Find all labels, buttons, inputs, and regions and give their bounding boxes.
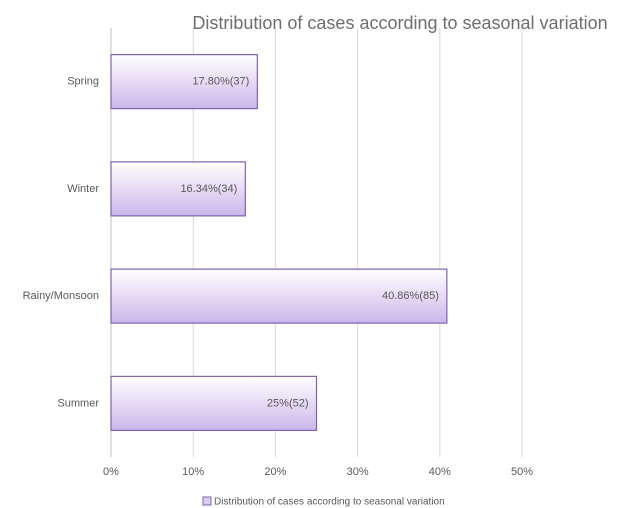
bar (110, 268, 448, 324)
bar (110, 161, 246, 217)
x-tick-label: 0% (103, 466, 119, 478)
bar (110, 54, 258, 110)
y-tick-label: Rainy/Monsoon (23, 290, 99, 302)
x-tick-label: 10% (182, 466, 204, 478)
legend-swatch (202, 496, 212, 506)
value-label: 16.34%(34) (180, 183, 237, 195)
y-tick-label: Spring (67, 76, 99, 88)
bar (110, 375, 318, 431)
y-tick-label: Winter (67, 183, 99, 195)
legend-label: Distribution of cases according to seaso… (214, 497, 445, 508)
value-label: 17.80%(37) (192, 76, 249, 88)
value-label: 40.86%(85) (382, 290, 439, 302)
chart-title: Distribution of cases according to seaso… (192, 13, 607, 33)
x-tick-label: 20% (264, 466, 286, 478)
x-tick-label: 50% (511, 466, 533, 478)
y-tick-label: Summer (57, 397, 99, 409)
x-tick-label: 30% (347, 466, 369, 478)
value-label: 25%(52) (267, 397, 309, 409)
x-tick-label: 40% (429, 466, 451, 478)
